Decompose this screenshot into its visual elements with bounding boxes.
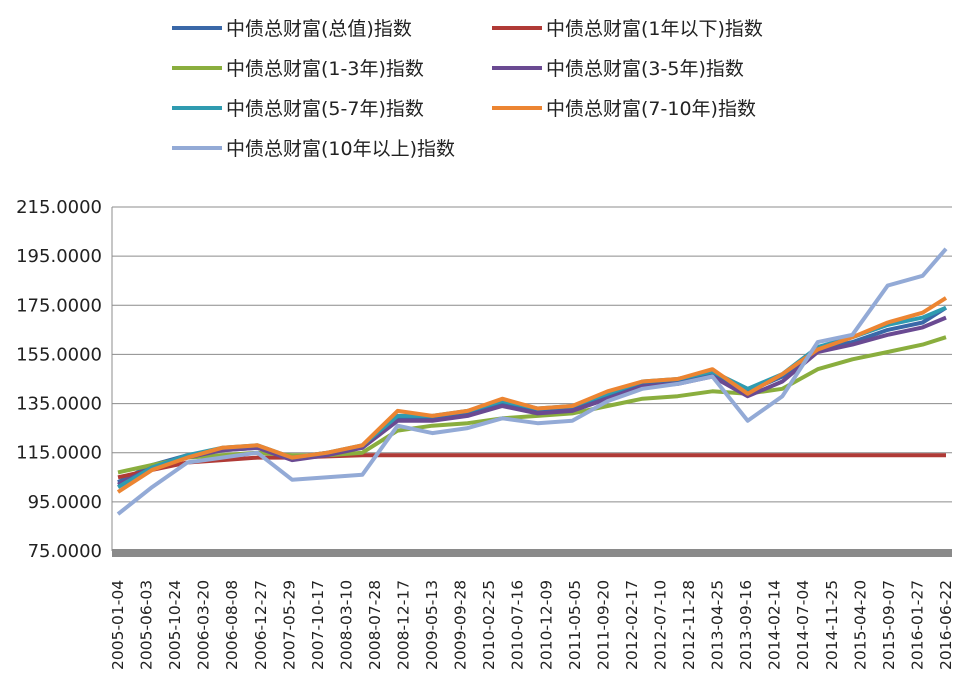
legend-swatch [172, 105, 222, 110]
x-tick-label: 2011-09-20 [594, 580, 612, 670]
x-tick-label: 2016-06-22 [937, 580, 955, 670]
x-tick-label: 2009-05-13 [423, 580, 441, 670]
y-tick-label: 95.0000 [28, 492, 102, 513]
legend-label: 中债总财富(1-3年)指数 [226, 58, 424, 80]
x-tick-label: 2011-05-05 [566, 580, 584, 670]
series-line-1 [117, 453, 946, 480]
y-tick-label: 175.0000 [16, 295, 102, 316]
y-tick-label: 155.0000 [16, 344, 102, 365]
x-tick-label: 2013-04-25 [709, 580, 727, 670]
legend-item: 中债总财富(1-3年)指数 [172, 54, 424, 81]
legend-label: 中债总财富(10年以上)指数 [226, 138, 456, 160]
y-tick-label: 115.0000 [16, 443, 102, 464]
x-tick-label: 2010-12-09 [537, 580, 555, 670]
series-line-6 [116, 247, 948, 516]
legend-item: 中债总财富(总值)指数 [172, 14, 412, 41]
y-tick-label: 135.0000 [16, 394, 102, 415]
legend-label: 中债总财富(总值)指数 [226, 18, 412, 40]
x-tick-label: 2008-03-10 [337, 580, 355, 670]
legend-item: 中债总财富(10年以上)指数 [172, 134, 455, 161]
x-tick-label: 2014-07-04 [794, 580, 812, 670]
x-tick-label: 2006-12-27 [252, 580, 270, 670]
x-tick-label: 2006-03-20 [195, 580, 213, 670]
x-tick-label: 2015-04-20 [851, 580, 869, 670]
y-tick-label: 75.0000 [28, 541, 102, 562]
x-tick-label: 2013-09-16 [737, 580, 755, 670]
legend-label: 中债总财富(5-7年)指数 [226, 98, 424, 120]
legend-item: 中债总财富(1年以下)指数 [492, 14, 763, 41]
legend-swatch [492, 65, 542, 70]
x-tick-label: 2012-02-17 [623, 580, 641, 670]
legend-label: 中债总财富(3-5年)指数 [546, 58, 744, 80]
x-tick-label: 2012-07-10 [651, 580, 669, 670]
legend-swatch [492, 105, 542, 110]
x-tick-label: 2014-11-25 [823, 580, 841, 670]
x-tick-label: 2009-09-28 [452, 580, 470, 670]
x-tick-label: 2016-01-27 [908, 580, 926, 670]
series-line-3 [117, 315, 947, 487]
legend-item: 中债总财富(5-7年)指数 [172, 94, 424, 121]
legend-label: 中债总财富(1年以下)指数 [546, 18, 763, 40]
legend-item: 中债总财富(3-5年)指数 [492, 54, 744, 81]
x-tick-label: 2005-06-03 [138, 580, 156, 670]
legend-swatch [172, 65, 222, 70]
legend-label: 中债总财富(7-10年)指数 [546, 98, 756, 120]
x-tick-label: 2014-02-14 [766, 580, 784, 670]
x-axis [112, 549, 952, 557]
y-tick-label: 195.0000 [16, 246, 102, 267]
y-tick-label: 215.0000 [16, 197, 102, 218]
legend-swatch [172, 25, 222, 30]
legend-swatch [172, 145, 222, 150]
x-tick-label: 2007-10-17 [309, 580, 327, 670]
x-tick-label: 2005-01-04 [109, 580, 127, 670]
legend-swatch [492, 25, 542, 30]
x-tick-label: 2007-05-29 [280, 580, 298, 670]
series-line-5 [116, 296, 948, 494]
x-tick-label: 2008-07-28 [366, 580, 384, 670]
x-tick-label: 2012-11-28 [680, 580, 698, 670]
x-tick-label: 2010-07-16 [509, 580, 527, 670]
series-line-2 [117, 335, 947, 475]
x-tick-label: 2005-10-24 [166, 580, 184, 670]
x-tick-label: 2006-08-08 [223, 580, 241, 670]
legend-item: 中债总财富(7-10年)指数 [492, 94, 756, 121]
x-tick-label: 2015-09-07 [880, 580, 898, 670]
x-tick-label: 2010-02-25 [480, 580, 498, 670]
x-tick-label: 2008-12-17 [395, 580, 413, 670]
